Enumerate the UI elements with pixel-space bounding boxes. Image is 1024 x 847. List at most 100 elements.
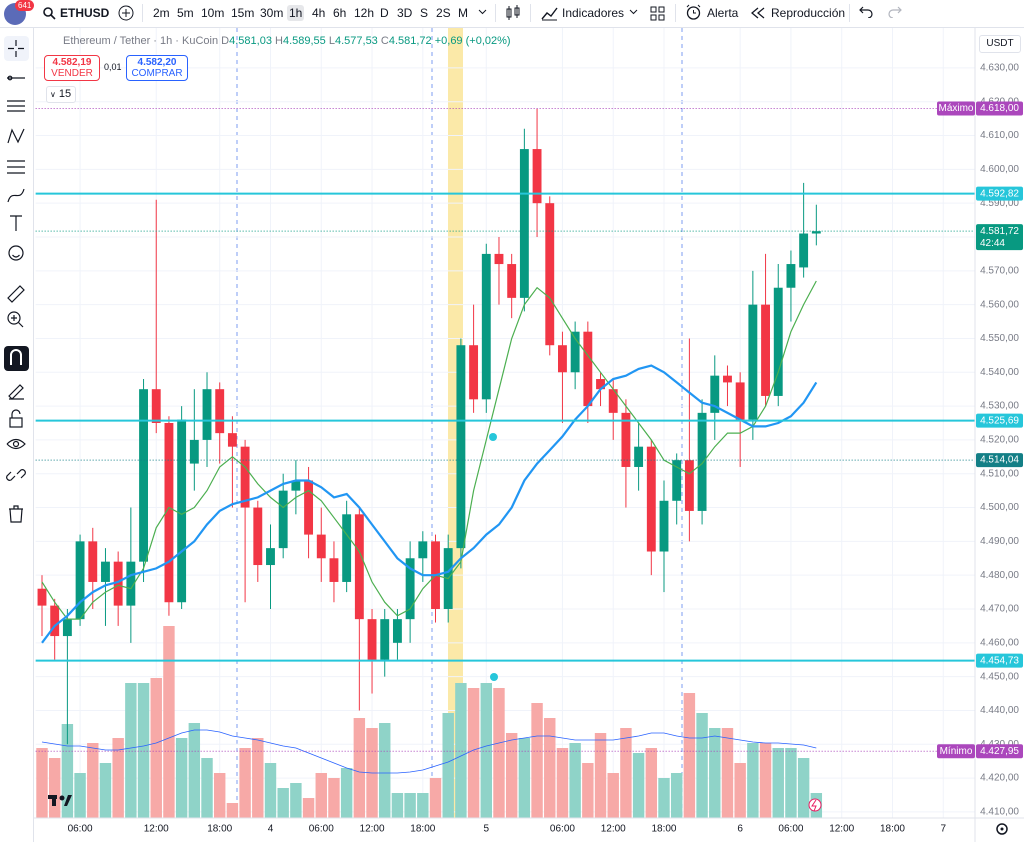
pattern-tool[interactable]: [7, 128, 25, 144]
zoom-tool[interactable]: [7, 311, 21, 325]
quantity: 15: [58, 88, 72, 100]
y-tick-label: 4.600,00: [980, 164, 1019, 175]
volume-bar: [645, 748, 658, 818]
ohlc-key: H: [275, 35, 283, 47]
candle-body: [316, 534, 326, 559]
candle-body: [469, 345, 479, 400]
interval[interactable]: 10m: [201, 6, 225, 20]
interval[interactable]: 4h: [312, 6, 326, 20]
interval[interactable]: D: [380, 6, 389, 20]
alert-icon[interactable]: [685, 4, 702, 21]
interval[interactable]: M: [458, 6, 468, 20]
candle-body: [380, 619, 390, 660]
projection-tool[interactable]: [7, 160, 25, 174]
chevron[interactable]: [629, 9, 638, 15]
candle-body: [735, 382, 745, 420]
emoji-tool[interactable]: [8, 245, 24, 261]
link-tool[interactable]: [6, 469, 26, 481]
interval[interactable]: S: [420, 6, 429, 20]
time-axis: [0, 818, 1024, 842]
chart-type-button[interactable]: [505, 4, 521, 22]
fib-tool[interactable]: [7, 100, 25, 112]
price-tag: [976, 413, 1023, 428]
interval[interactable]: 2m: [153, 6, 170, 20]
x-tick-label: 18:00: [410, 824, 435, 835]
price-axis: [975, 28, 1024, 842]
interval[interactable]: 3D: [397, 6, 413, 20]
delete-tool[interactable]: [9, 505, 23, 523]
cursor-tool[interactable]: [8, 40, 24, 57]
layouts-button[interactable]: [650, 6, 665, 21]
visibility-tool[interactable]: [6, 438, 26, 450]
candle-body: [786, 264, 796, 288]
candle-body: [342, 514, 352, 582]
compare-button[interactable]: [118, 5, 134, 21]
indicators-button[interactable]: Indicadores: [562, 6, 625, 20]
replay-button[interactable]: Reproducción: [771, 6, 846, 20]
volume-bar: [290, 783, 302, 818]
interval[interactable]: 12h: [354, 6, 375, 20]
event-marker[interactable]: [489, 433, 497, 441]
ruler-tool[interactable]: [7, 285, 25, 303]
chevron[interactable]: [478, 9, 487, 15]
buy-button[interactable]: 4.582,20 COMPRAR: [126, 55, 188, 81]
undo-button[interactable]: [859, 6, 873, 18]
volume-bar: [505, 733, 518, 818]
candle-body: [761, 304, 770, 396]
volume-bar: [785, 748, 797, 818]
candle-body: [405, 558, 415, 620]
interval[interactable]: 1h: [287, 5, 305, 21]
symbol[interactable]: ETHUSD: [60, 6, 110, 20]
ohlc-value: 4.589,55: [282, 35, 326, 47]
ohlc-value: 4.581,72: [388, 35, 432, 47]
candle-body: [456, 345, 466, 549]
lock-shackle: [11, 409, 21, 418]
replay-icon[interactable]: [751, 7, 765, 19]
interval[interactable]: 5m: [177, 6, 194, 20]
candle-body: [697, 412, 707, 511]
volume-bar: [137, 683, 150, 818]
candle-body: [139, 389, 148, 562]
interval[interactable]: 30m: [260, 6, 284, 20]
interval[interactable]: 6h: [333, 6, 347, 20]
volume-bar: [264, 763, 277, 818]
volume-bar: [442, 713, 454, 818]
indicators-icon[interactable]: [541, 5, 558, 21]
price-tag-name: Mínimo: [940, 746, 973, 757]
x-tick-label: 7: [940, 824, 946, 835]
candle-body: [811, 231, 821, 234]
pen-lock-tool[interactable]: [8, 384, 24, 400]
currency-button[interactable]: USDT: [979, 35, 1021, 53]
x-tick-label: 18:00: [880, 824, 905, 835]
volume-bar: [112, 738, 124, 818]
volume-bar: [658, 778, 670, 818]
volume-bar: [632, 753, 645, 818]
brush-tool[interactable]: [7, 188, 25, 203]
search-icon[interactable]: [43, 7, 56, 20]
event-marker[interactable]: [808, 798, 822, 812]
candle-body: [266, 548, 275, 566]
event-marker[interactable]: [490, 673, 498, 681]
candle-body: [177, 419, 187, 603]
candle-body: [748, 304, 758, 420]
sell-button[interactable]: 4.582,19 VENDER: [44, 55, 100, 81]
candle-body: [62, 619, 72, 637]
settings-icon[interactable]: [996, 823, 1008, 835]
lock-tool[interactable]: [9, 417, 23, 428]
volume-bar: [455, 683, 467, 818]
alert-button[interactable]: Alerta: [707, 6, 739, 20]
volume-bar: [417, 793, 429, 818]
redo-button[interactable]: [888, 6, 902, 18]
ma-fast-line: [41, 280, 817, 620]
volume-bar: [302, 798, 315, 818]
candle-body: [621, 412, 631, 467]
y-tick-label: 4.550,00: [980, 333, 1019, 344]
interval[interactable]: 15m: [231, 6, 255, 20]
interval[interactable]: 2S: [436, 6, 451, 20]
y-tick-label: 4.420,00: [980, 773, 1019, 784]
candle-body: [710, 375, 720, 413]
candle-body: [392, 619, 402, 643]
text-tool[interactable]: [10, 215, 22, 231]
quantity-dropdown[interactable]: ∨ 15: [46, 86, 76, 103]
